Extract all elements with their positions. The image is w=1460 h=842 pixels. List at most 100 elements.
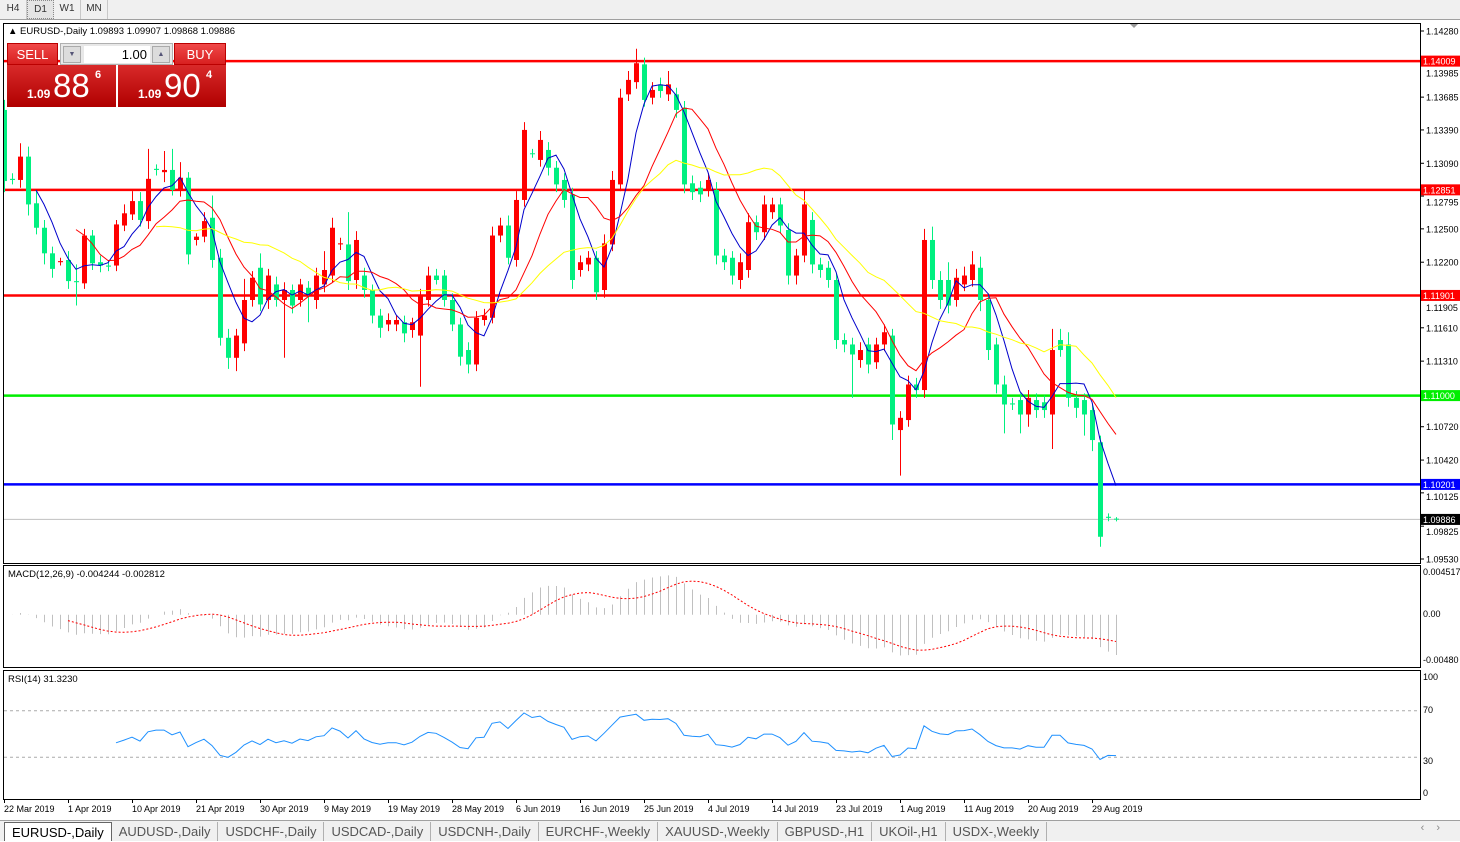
- rsi-axis-70: 70: [1423, 705, 1433, 715]
- lot-decrease-icon[interactable]: ▼: [63, 46, 81, 63]
- candle-body: [554, 168, 559, 185]
- date-tick-label: 14 Jul 2019: [772, 804, 819, 814]
- candle-body: [802, 204, 807, 255]
- sell-price-prefix: 1.09: [27, 87, 50, 101]
- scroll-right-icon[interactable]: ›: [1436, 822, 1452, 834]
- candle-body: [770, 204, 775, 212]
- lot-increase-icon[interactable]: ▲: [152, 46, 170, 63]
- candle-body: [426, 276, 431, 300]
- date-tick-label: 1 Apr 2019: [68, 804, 112, 814]
- tab-xauusd-weekly[interactable]: XAUUSD-,Weekly: [658, 822, 778, 841]
- sell-price-box[interactable]: 1.09 88 6: [7, 65, 116, 107]
- candle-body: [130, 201, 135, 214]
- candle-body: [546, 150, 551, 168]
- buy-price-pips: 90: [164, 65, 201, 107]
- tab-usdx-weekly[interactable]: USDX-,Weekly: [946, 822, 1047, 841]
- symbol-label: EURUSD-,Daily: [20, 26, 87, 37]
- line-price-label: 1.11000: [1423, 391, 1455, 401]
- candle-body: [82, 236, 87, 284]
- candle-body: [738, 262, 743, 280]
- line-price-label: 1.12851: [1423, 185, 1456, 195]
- candle-body: [978, 268, 983, 300]
- candle-body: [714, 190, 719, 256]
- candle-body: [450, 300, 455, 324]
- sell-price-pips: 88: [53, 65, 90, 107]
- chart-info: ▲ EURUSD-,Daily 1.09893 1.09907 1.09868 …: [8, 26, 235, 37]
- candle-body: [626, 80, 631, 94]
- tab-usdchf-daily[interactable]: USDCHF-,Daily: [218, 822, 324, 841]
- candle-body: [1018, 400, 1023, 414]
- moving-averages: [36, 85, 1116, 486]
- candle-body: [858, 350, 863, 360]
- collapse-triangle-icon[interactable]: ▲: [8, 26, 17, 37]
- candle-body: [154, 169, 159, 170]
- date-tick-label: 28 May 2019: [452, 804, 504, 814]
- candle-body: [10, 179, 15, 180]
- tab-ukoil-h1[interactable]: UKOil-,H1: [872, 822, 946, 841]
- macd-signal-line: [68, 581, 1116, 650]
- ma-fast-line: [36, 85, 1116, 486]
- ohlc-readout: 1.09893 1.09907 1.09868 1.09886: [90, 26, 235, 37]
- macd-axis-zero: 0.00: [1423, 609, 1441, 619]
- price-tick-label: 1.13685: [1426, 93, 1459, 103]
- candle-body: [466, 350, 471, 364]
- tab-eurchf-weekly[interactable]: EURCHF-,Weekly: [539, 822, 659, 841]
- tab-eurusd-daily[interactable]: EURUSD-,Daily: [4, 822, 112, 841]
- line-price-label: 1.10201: [1423, 480, 1456, 490]
- lot-size-stepper: ▼ ▲: [60, 43, 173, 65]
- candle-body: [970, 264, 975, 280]
- panel-frame-1: [4, 566, 1421, 668]
- candle-body: [898, 418, 903, 430]
- sell-button[interactable]: SELL: [7, 43, 58, 65]
- rsi-panel: RSI(14) 31.3230 100 70 30 0: [4, 672, 1438, 798]
- candle-body: [218, 258, 223, 338]
- candle-body: [722, 256, 727, 263]
- candle-body: [794, 256, 799, 276]
- candle-body: [922, 240, 927, 390]
- candle-body: [522, 130, 527, 200]
- buy-price-box[interactable]: 1.09 90 4: [118, 65, 226, 107]
- candle-body: [818, 264, 823, 270]
- tab-usdcad-daily[interactable]: USDCAD-,Daily: [324, 822, 431, 841]
- rsi-axis-30: 30: [1423, 756, 1433, 766]
- price-tick-label: 1.10720: [1426, 422, 1459, 432]
- tab-audusd-daily[interactable]: AUDUSD-,Daily: [112, 822, 219, 841]
- tab-usdcnh-daily[interactable]: USDCNH-,Daily: [431, 822, 538, 841]
- candle-body: [578, 262, 583, 270]
- chart-tabs: EURUSD-,Daily AUDUSD-,Daily USDCHF-,Dail…: [0, 820, 1460, 841]
- scroll-left-icon[interactable]: ‹: [1421, 822, 1437, 834]
- candle-body: [138, 201, 143, 220]
- chart-shift-marker-icon[interactable]: [1130, 24, 1138, 28]
- candle-body: [506, 226, 511, 258]
- line-price-label: 1.11901: [1423, 291, 1455, 301]
- candle-body: [194, 237, 199, 240]
- tab-gbpusd-h1[interactable]: GBPUSD-,H1: [778, 822, 872, 841]
- candle-body: [434, 276, 439, 280]
- candle-body: [586, 258, 591, 265]
- price-tick-label: 1.12200: [1426, 258, 1459, 268]
- rsi-axis-0: 0: [1423, 788, 1428, 798]
- buy-button[interactable]: BUY: [174, 43, 226, 65]
- rsi-label: RSI(14) 31.3230: [8, 674, 78, 685]
- candle-body: [90, 236, 95, 264]
- candle-body: [962, 276, 967, 285]
- lot-size-input[interactable]: [84, 46, 150, 63]
- date-tick-label: 29 Aug 2019: [1092, 804, 1143, 814]
- rsi-axis-100: 100: [1423, 672, 1438, 682]
- candle-body: [994, 344, 999, 384]
- price-tick-label: 1.14280: [1426, 27, 1459, 37]
- current-price-label: 1.09886: [1423, 515, 1456, 525]
- candle-body: [58, 261, 63, 262]
- buy-price-prefix: 1.09: [138, 87, 161, 101]
- candle-body: [842, 340, 847, 344]
- chart-canvas[interactable]: 1.142801.139851.136851.133901.130901.127…: [0, 0, 1460, 820]
- candle-body: [698, 188, 703, 195]
- candle-body: [2, 110, 7, 181]
- candle-body: [146, 179, 151, 221]
- candle-body: [1002, 384, 1007, 404]
- candle-body: [778, 204, 783, 225]
- price-tick-label: 1.10125: [1426, 492, 1459, 502]
- candle-body: [1074, 398, 1079, 408]
- candle-body: [290, 290, 295, 306]
- candle-body: [498, 226, 503, 236]
